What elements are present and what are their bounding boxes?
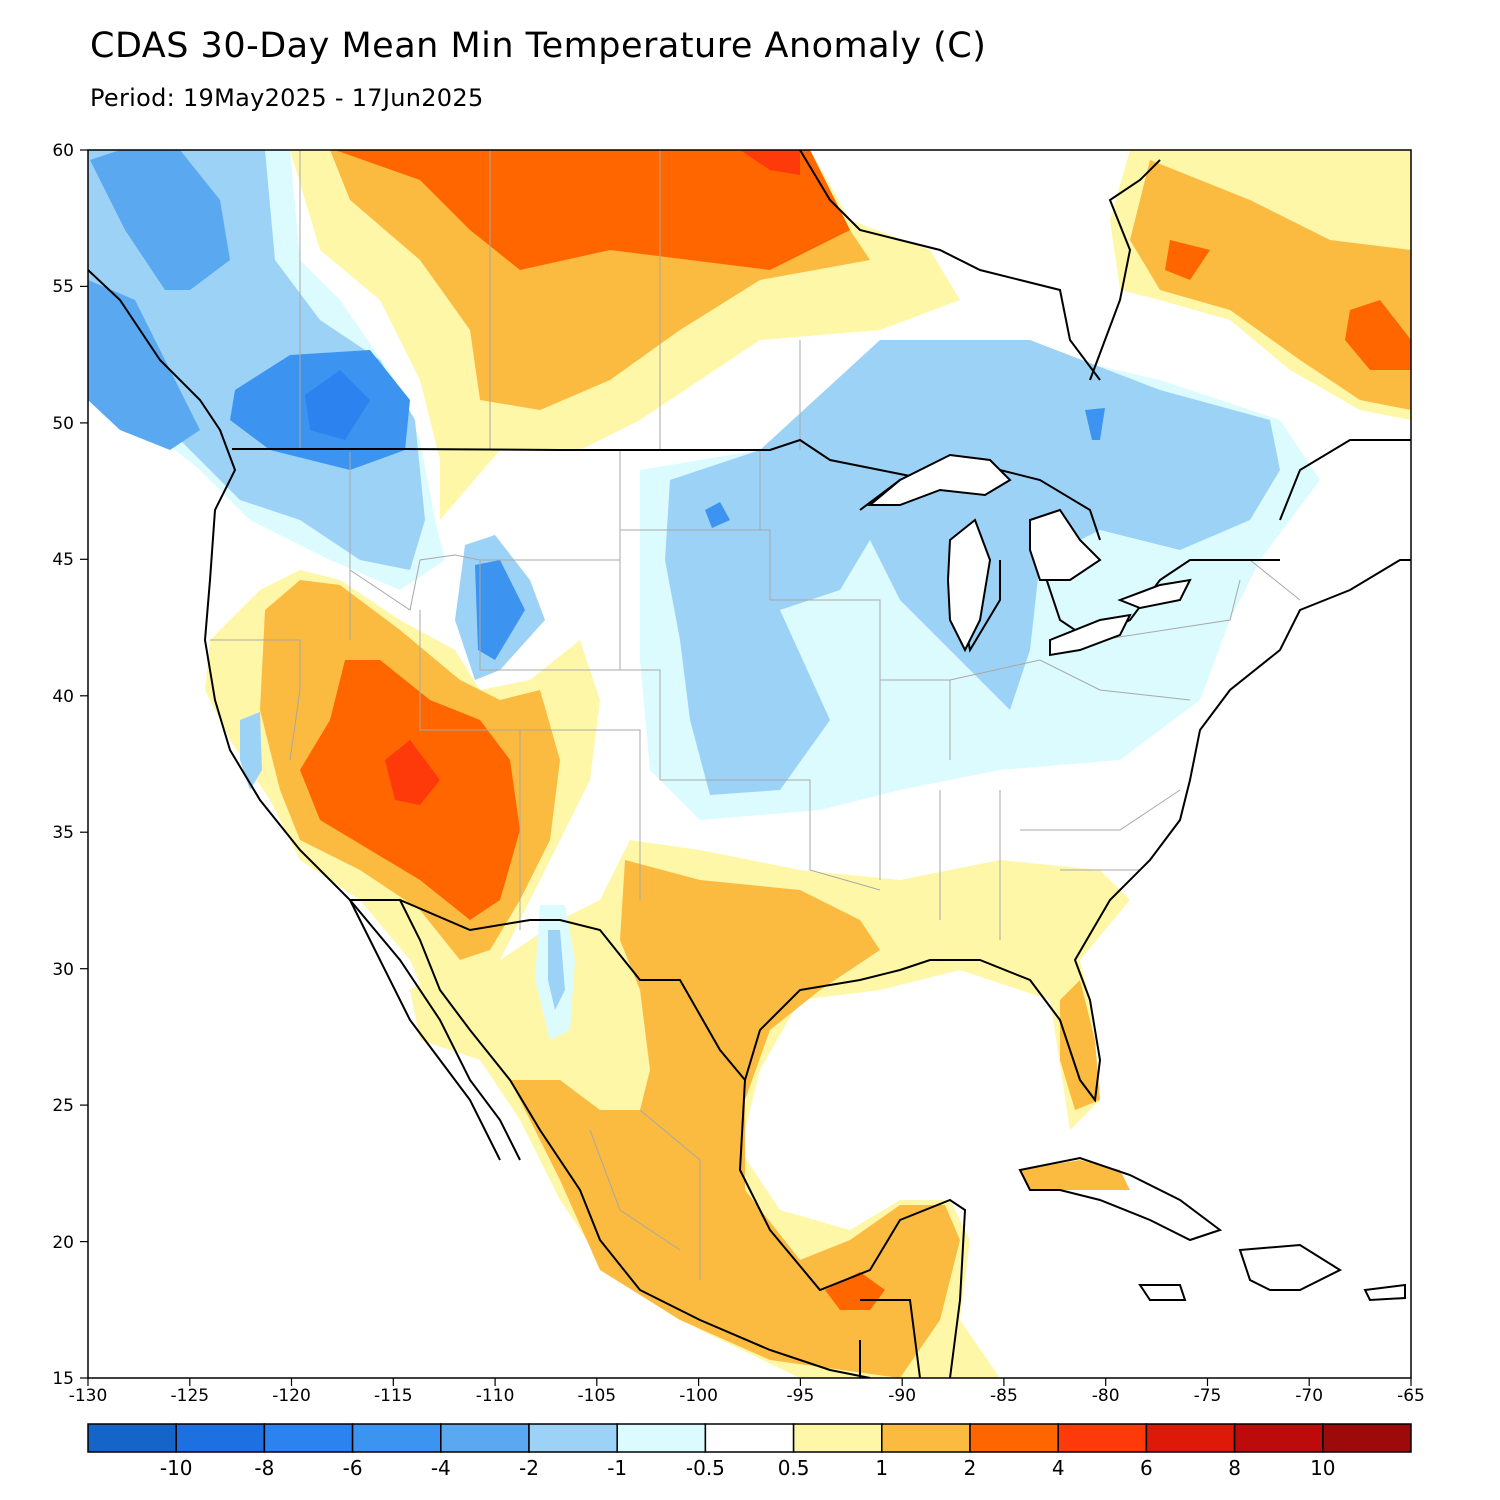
colorbar-label: 0.5 xyxy=(778,1456,810,1480)
colorbar-swatch xyxy=(704,1423,795,1453)
colorbar-swatch xyxy=(1145,1423,1236,1453)
plot-frame xyxy=(87,149,1412,1379)
lat-label-40: 40 xyxy=(52,687,74,707)
anomaly-fill xyxy=(88,150,1411,1378)
lat-label-30: 30 xyxy=(52,960,74,980)
colorbar-label: -2 xyxy=(519,1456,539,1480)
colorbar-label: -0.5 xyxy=(686,1456,725,1480)
colorbar-swatch xyxy=(440,1423,530,1453)
colorbar-swatch xyxy=(1322,1423,1412,1453)
colorbar-swatch xyxy=(87,1423,177,1453)
lon-label-100: -100 xyxy=(679,1386,718,1406)
warm-spot-quebec xyxy=(1345,300,1411,370)
map-subtitle: Period: 19May2025 - 17Jun2025 xyxy=(90,84,484,112)
warm-region-cuba xyxy=(1020,1160,1130,1190)
lat-axis: 60 55 50 45 40 35 30 25 20 15 xyxy=(52,141,88,1389)
lon-label-120: -120 xyxy=(272,1386,311,1406)
lat-label-50: 50 xyxy=(52,414,74,434)
warm-region-florida xyxy=(1060,980,1100,1110)
colorbar-labels: -10 -8 -6 -4 -2 -1 -0.5 0.5 1 2 4 6 8 10 xyxy=(160,1456,1336,1480)
colorbar-swatch xyxy=(263,1423,354,1453)
colorbar-label: -1 xyxy=(607,1456,627,1480)
lon-label-105: -105 xyxy=(578,1386,617,1406)
lon-axis: -130 -125 -120 -115 -110 -105 -100 -95 -… xyxy=(69,1378,1425,1406)
colorbar-swatch xyxy=(616,1423,707,1453)
colorbar-label: 8 xyxy=(1228,1456,1241,1480)
warm-region-canada-core xyxy=(335,150,850,270)
colorbar xyxy=(87,1423,1412,1453)
lat-label-45: 45 xyxy=(52,550,74,570)
colorbar-label: 4 xyxy=(1052,1456,1065,1480)
lat-label-20: 20 xyxy=(52,1233,74,1253)
cold-core-bc-inner xyxy=(305,370,370,440)
lon-label-85: -85 xyxy=(990,1386,1018,1406)
cold-region-nw-core xyxy=(90,150,230,290)
cold-spot-dakotas xyxy=(705,502,730,528)
cold-spot-ontario xyxy=(1085,408,1105,440)
colorbar-label: -10 xyxy=(160,1456,193,1480)
lat-label-15: 15 xyxy=(52,1369,74,1389)
lon-label-95: -95 xyxy=(787,1386,815,1406)
colorbar-label: -6 xyxy=(343,1456,363,1480)
colorbar-swatch xyxy=(969,1423,1059,1453)
lat-label-55: 55 xyxy=(52,277,74,297)
colorbar-label: 2 xyxy=(964,1456,977,1480)
lon-label-80: -80 xyxy=(1092,1386,1120,1406)
cold-spot-wyoming-core xyxy=(475,560,525,660)
colorbar-swatch xyxy=(1057,1423,1148,1453)
colorbar-label: 10 xyxy=(1310,1456,1335,1480)
warm-spot-nevada xyxy=(385,740,440,805)
colorbar-swatch xyxy=(792,1423,883,1453)
cold-spot-nm-core xyxy=(548,930,565,1010)
map-title: CDAS 30-Day Mean Min Temperature Anomaly… xyxy=(90,26,987,66)
lon-label-90: -90 xyxy=(888,1386,916,1406)
warm-region-south-mid xyxy=(510,860,960,1378)
lon-label-65: -65 xyxy=(1397,1386,1425,1406)
lon-label-75: -75 xyxy=(1194,1386,1222,1406)
colorbar-label: 1 xyxy=(875,1456,888,1480)
colorbar-swatch xyxy=(175,1423,266,1453)
warm-region-quebec-mid xyxy=(1130,160,1411,410)
great-lakes xyxy=(867,453,1192,657)
colorbar-swatch xyxy=(1233,1423,1324,1453)
cold-region-coast-wa xyxy=(88,280,200,450)
lat-label-35: 35 xyxy=(52,823,74,843)
colorbar-swatch xyxy=(351,1423,442,1453)
lon-label-110: -110 xyxy=(476,1386,515,1406)
colorbar-label: -8 xyxy=(254,1456,274,1480)
colorbar-swatch xyxy=(528,1423,618,1453)
colorbar-label: 6 xyxy=(1140,1456,1153,1480)
lat-label-60: 60 xyxy=(52,141,74,161)
warm-spot-hudson xyxy=(1165,240,1210,280)
lon-label-70: -70 xyxy=(1295,1386,1323,1406)
colorbar-swatch xyxy=(881,1423,971,1453)
cold-spot-california xyxy=(240,712,262,790)
lon-label-125: -125 xyxy=(171,1386,210,1406)
warm-spot-canada-north xyxy=(740,150,800,175)
colorbar-label: -4 xyxy=(431,1456,451,1480)
lat-label-25: 25 xyxy=(52,1096,74,1116)
state-boundaries xyxy=(210,150,1301,1280)
lon-label-130: -130 xyxy=(69,1386,108,1406)
lon-label-115: -115 xyxy=(374,1386,413,1406)
